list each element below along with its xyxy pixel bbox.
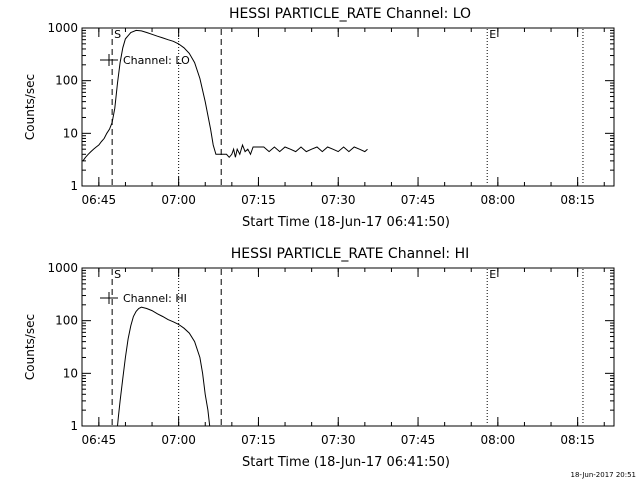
x-tick-label-lo: 08:15 <box>560 193 595 207</box>
y-tick-label-lo: 10 <box>63 126 78 140</box>
footer-timestamp: 18-Jun-2017 20:51 <box>571 471 637 479</box>
x-tick-label-hi: 07:30 <box>321 433 356 447</box>
x-tick-label-lo: 07:15 <box>241 193 276 207</box>
x-tick-label-lo: 08:00 <box>481 193 516 207</box>
legend-label-hi: Channel: HI <box>123 292 187 305</box>
x-axis-label-hi: Start Time (18-Jun-17 06:41:50) <box>242 455 450 470</box>
x-axis-label-lo: Start Time (18-Jun-17 06:41:50) <box>242 215 450 230</box>
x-tick-label-hi: 07:15 <box>241 433 276 447</box>
y-tick-label-hi: 100 <box>55 314 78 328</box>
series-line-hi <box>117 306 211 427</box>
x-tick-label-lo: 06:45 <box>82 193 117 207</box>
x-tick-label-hi: 08:15 <box>560 433 595 447</box>
legend-label-lo: Channel: LO <box>123 54 190 67</box>
chart-title-hi: HESSI PARTICLE_RATE Channel: HI <box>231 246 469 262</box>
chart-panel-lo: HESSI PARTICLE_RATE Channel: LO 1 10 100 10… <box>23 6 615 230</box>
series-line-lo <box>82 29 368 162</box>
x-tick-label-lo: 07:30 <box>321 193 356 207</box>
x-tick-label-hi: 07:45 <box>401 433 436 447</box>
y-tick-label-hi: 1 <box>70 419 78 433</box>
x-tick-label-lo: 07:45 <box>401 193 436 207</box>
chart-panel-hi: HESSI PARTICLE_RATE Channel: HI 1 10 100 10… <box>23 246 615 470</box>
x-tick-label-hi: 07:00 <box>161 433 196 447</box>
legend-lo: Channel: LO <box>100 54 190 67</box>
y-tick-label-hi: 1000 <box>47 261 78 275</box>
x-tick-label-hi: 06:45 <box>82 433 117 447</box>
event-marker-label-lo: S <box>114 28 121 41</box>
y-ticks-hi: 1 10 100 1000 <box>47 261 614 433</box>
y-tick-label-lo: 1 <box>70 179 78 193</box>
plot-frame-hi <box>81 267 615 427</box>
y-tick-label-lo: 1000 <box>47 21 78 35</box>
y-tick-label-hi: 10 <box>63 366 78 380</box>
event-marker-label-lo: E <box>489 28 496 41</box>
x-tick-label-hi: 08:00 <box>481 433 516 447</box>
chart-title-lo: HESSI PARTICLE_RATE Channel: LO <box>229 6 471 22</box>
legend-hi: Channel: HI <box>100 292 187 305</box>
y-axis-label-lo: Counts/sec <box>23 74 37 140</box>
plot-frame-lo <box>81 27 615 187</box>
x-ticks-lo: 06:45 07:00 07:15 07:30 07:45 08:00 08:15 <box>82 28 605 207</box>
x-ticks-hi: 06:45 07:00 07:15 07:30 07:45 08:00 08:15 <box>82 268 605 447</box>
y-ticks-lo: 1 10 100 1000 <box>47 21 614 193</box>
x-tick-label-lo: 07:00 <box>161 193 196 207</box>
event-marker-label-hi: E <box>489 268 496 281</box>
y-tick-label-lo: 100 <box>55 74 78 88</box>
y-axis-label-hi: Counts/sec <box>23 314 37 380</box>
event-marker-label-hi: S <box>114 268 121 281</box>
